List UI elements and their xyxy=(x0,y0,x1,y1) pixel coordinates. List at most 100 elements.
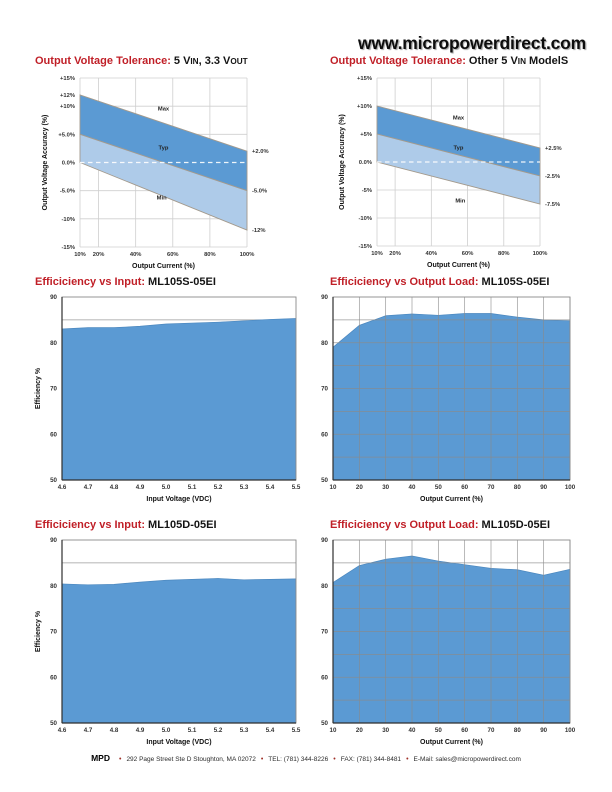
page-footer: MPD • 292 Page Street Ste D Stoughton, MA … xyxy=(0,753,612,763)
svg-text:Min: Min xyxy=(455,198,465,204)
efficiency-vs-output-load-ml105d-panel: Efficiciency vs Output Load: ML105D-05EI … xyxy=(313,519,603,755)
svg-text:40%: 40% xyxy=(130,252,142,258)
bullet-separator: • xyxy=(333,756,336,763)
svg-text:5.4: 5.4 xyxy=(266,727,275,734)
svg-text:60: 60 xyxy=(50,674,57,681)
svg-text:50: 50 xyxy=(321,720,328,727)
svg-text:70: 70 xyxy=(50,386,57,393)
chart-title-model: ML105S-05EI xyxy=(148,276,216,288)
svg-text:100: 100 xyxy=(565,727,576,734)
svg-text:30: 30 xyxy=(382,727,389,734)
svg-text:5.3: 5.3 xyxy=(240,484,249,491)
svg-text:5.5: 5.5 xyxy=(292,484,301,491)
svg-text:70: 70 xyxy=(50,629,57,636)
svg-text:90: 90 xyxy=(540,484,547,491)
svg-text:Output Current (%): Output Current (%) xyxy=(427,262,490,269)
chart-title: Efficiciency vs Output Load: ML105D-05EI xyxy=(330,519,550,534)
svg-text:50: 50 xyxy=(50,477,57,484)
chart-title: Output Voltage Tolerance: 5 VIN, 3.3 VOUT xyxy=(35,55,248,70)
svg-text:-15%: -15% xyxy=(61,245,75,251)
bullet-separator: • xyxy=(118,756,122,763)
chart-title: Output Voltage Tolerance: Other 5 VIN Mod… xyxy=(330,55,568,70)
svg-text:-5.0%: -5.0% xyxy=(60,189,75,195)
svg-text:4.6: 4.6 xyxy=(58,727,67,734)
chart-title-red: Efficiciency vs Output Load: xyxy=(330,519,479,531)
chart-title-model: ML105S-05EI xyxy=(481,276,550,288)
svg-text:60%: 60% xyxy=(167,252,179,258)
svg-text:30: 30 xyxy=(382,484,389,491)
chart-title-red: Efficiciency vs Input: xyxy=(35,276,146,288)
efficiency-vs-output-load-ml105s-panel: Efficiciency vs Output Load: ML105S-05EI … xyxy=(313,276,603,512)
svg-text:Max: Max xyxy=(158,107,170,113)
svg-text:Output Current (%): Output Current (%) xyxy=(420,739,483,746)
svg-text:0.0%: 0.0% xyxy=(359,160,372,166)
svg-text:+12%: +12% xyxy=(60,93,75,99)
svg-text:50: 50 xyxy=(435,484,442,491)
svg-text:5.5: 5.5 xyxy=(292,727,301,734)
svg-text:+15%: +15% xyxy=(357,76,372,82)
svg-text:5.4: 5.4 xyxy=(266,484,275,491)
chart-title: Efficiciency vs Input: ML105S-05EI xyxy=(35,276,216,291)
tolerance-chart-5vin-3v3-panel: Output Voltage Tolerance: 5 VIN, 3.3 VOUT… xyxy=(35,55,297,277)
svg-text:50: 50 xyxy=(435,727,442,734)
svg-text:-7.5%: -7.5% xyxy=(545,202,560,208)
svg-text:70: 70 xyxy=(488,484,495,491)
svg-text:40: 40 xyxy=(409,484,416,491)
svg-text:90: 90 xyxy=(50,294,57,301)
svg-text:-15%: -15% xyxy=(358,244,372,250)
svg-text:10: 10 xyxy=(330,484,337,491)
svg-text:-10%: -10% xyxy=(358,216,372,222)
chart-title-red: Output Voltage Tolerance: xyxy=(35,55,171,67)
chart-title: Efficiciency vs Output Load: ML105S-05EI xyxy=(330,276,549,291)
site-header: www.micropowerdirect.com xyxy=(358,33,586,54)
svg-text:4.9: 4.9 xyxy=(136,727,145,734)
chart-title-model: Other 5 VIN ModelS xyxy=(468,55,569,67)
svg-text:+5.0%: +5.0% xyxy=(58,132,75,138)
svg-text:Output Voltage Accuracy (%): Output Voltage Accuracy (%) xyxy=(339,114,346,210)
svg-text:40: 40 xyxy=(409,727,416,734)
svg-text:80: 80 xyxy=(321,340,328,347)
chart-title-model: ML105D-05EI xyxy=(481,519,551,531)
svg-text:-5.0%: -5.0% xyxy=(252,189,267,195)
svg-text:10: 10 xyxy=(330,727,337,734)
svg-text:90: 90 xyxy=(321,294,328,301)
svg-text:4.7: 4.7 xyxy=(84,727,93,734)
svg-text:4.8: 4.8 xyxy=(110,727,119,734)
svg-text:0.0%: 0.0% xyxy=(62,161,75,167)
footer-brand: MPD xyxy=(91,753,110,763)
tolerance-band-chart-5vin-3v3: Max Typ Min +15% +10% +5.0% 0.0% -5.0% -10% -15% +… xyxy=(42,76,269,270)
efficiency-vs-input-ml105s-chart: 50 60 70 80 90 4.6 4.7 4.8 4.9 5.0 5.1 5.2 5.3 5.4 5.5… xyxy=(35,294,301,503)
efficiency-vs-output-load-ml105s-chart: 50 60 70 80 90 10 20 30 40 50 60 70 80 90 100 Output Cu… xyxy=(321,294,576,503)
efficiency-vs-input-ml105s-panel: Efficiciency vs Input: ML105S-05EI 50 60 70… xyxy=(30,276,310,512)
svg-text:5.2: 5.2 xyxy=(214,484,223,491)
svg-text:Input Voltage (VDC): Input Voltage (VDC) xyxy=(146,739,211,746)
svg-text:20%: 20% xyxy=(93,252,105,258)
svg-text:40%: 40% xyxy=(426,251,438,257)
svg-text:100%: 100% xyxy=(533,251,548,257)
svg-text:50: 50 xyxy=(50,720,57,727)
svg-text:+2.0%: +2.0% xyxy=(252,149,269,155)
svg-text:5.0: 5.0 xyxy=(162,727,171,734)
svg-text:5.1: 5.1 xyxy=(188,727,197,734)
svg-text:Typ: Typ xyxy=(454,146,464,152)
svg-text:10%: 10% xyxy=(74,252,86,258)
svg-text:70: 70 xyxy=(488,727,495,734)
svg-text:-2.5%: -2.5% xyxy=(545,174,560,180)
svg-text:4.9: 4.9 xyxy=(136,484,145,491)
svg-text:Max: Max xyxy=(453,115,465,121)
chart-title-model: 5 VIN, 3.3 VOUT xyxy=(173,55,248,67)
svg-text:60: 60 xyxy=(461,727,468,734)
tolerance-chart-other-5vin-panel: Output Voltage Tolerance: Other 5 VIN Mod… xyxy=(330,55,592,277)
svg-text:60: 60 xyxy=(321,674,328,681)
svg-text:100: 100 xyxy=(565,484,576,491)
svg-text:5.0: 5.0 xyxy=(162,484,171,491)
svg-text:90: 90 xyxy=(50,537,57,544)
svg-text:80%: 80% xyxy=(204,252,216,258)
efficiency-vs-input-ml105d-panel: Efficiciency vs Input: ML105D-05EI 50 60 70… xyxy=(30,519,310,755)
footer-item: 292 Page Street Ste D Stoughton, MA 0207… xyxy=(126,756,256,763)
svg-text:90: 90 xyxy=(321,537,328,544)
svg-text:60%: 60% xyxy=(462,251,474,257)
svg-text:Min: Min xyxy=(157,196,167,202)
svg-text:80%: 80% xyxy=(498,251,510,257)
efficiency-vs-output-load-ml105d-chart: 50 60 70 80 90 10 20 30 40 50 60 70 80 90 100 Output Cu… xyxy=(321,537,576,746)
